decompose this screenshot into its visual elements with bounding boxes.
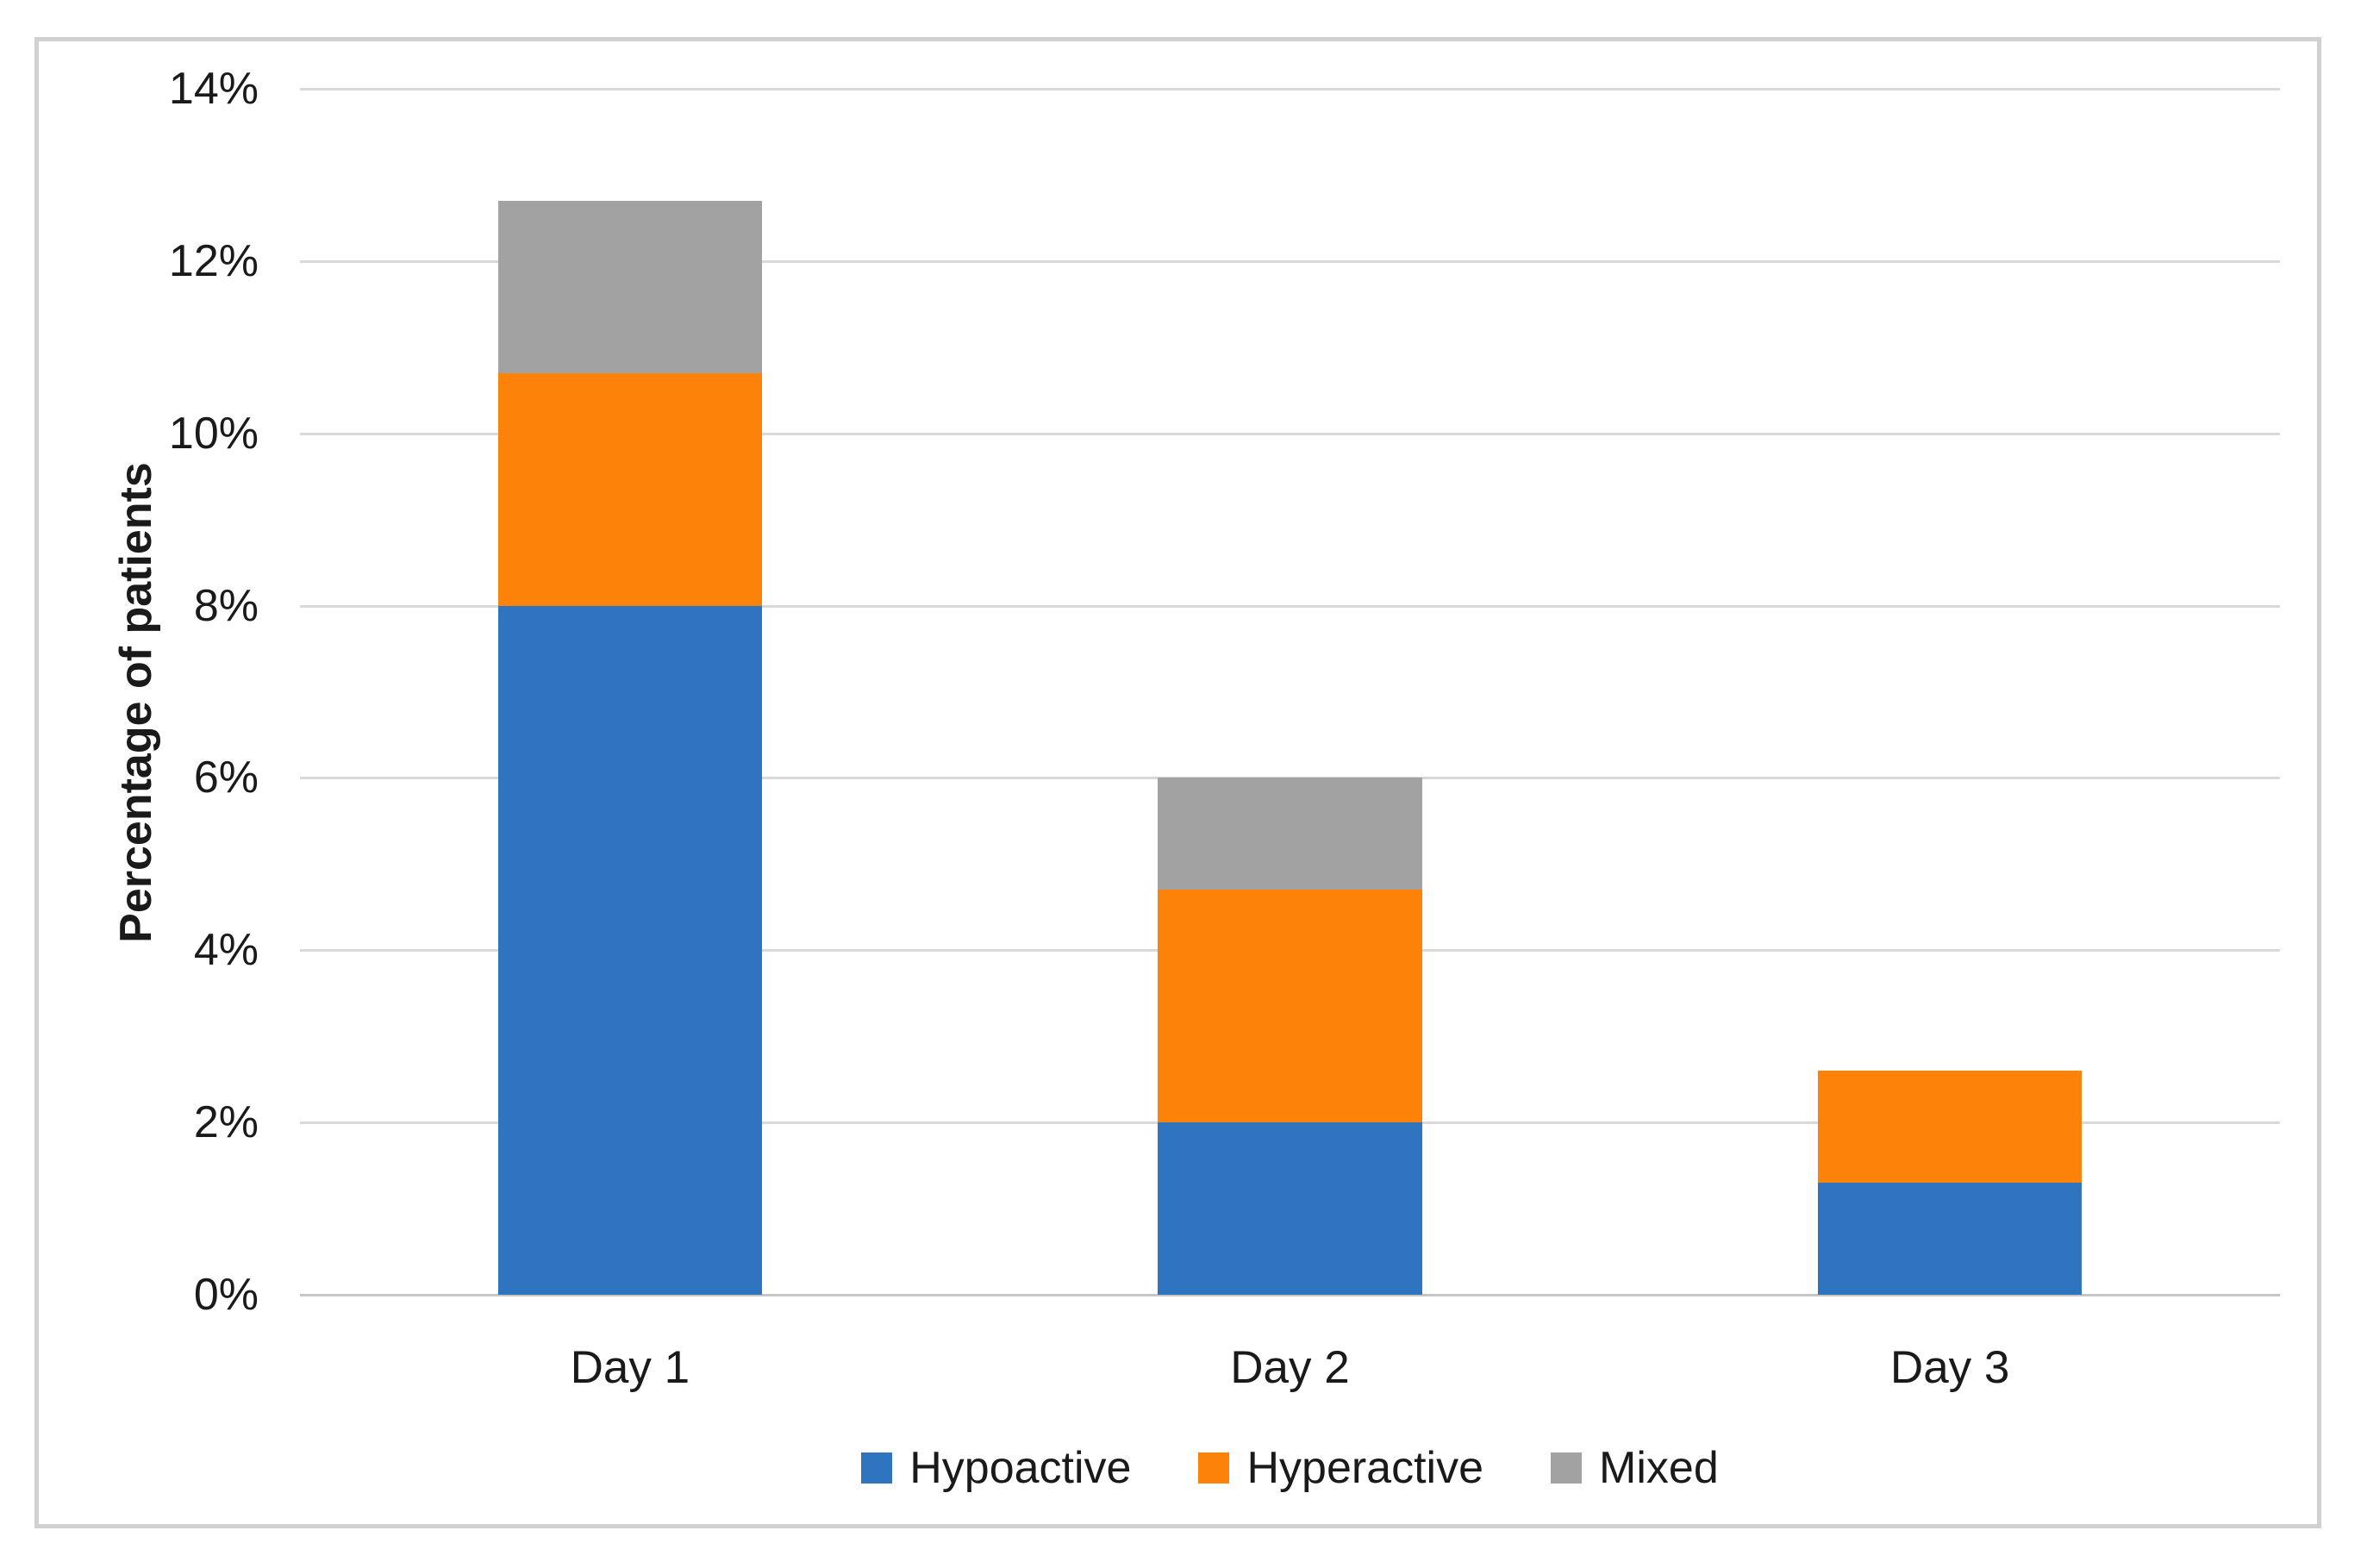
y-tick-label-2%: 2% xyxy=(193,1097,259,1148)
chart-figure: Percentage of patients 0% 2% 4% 6% 8% 10% 12% 1… xyxy=(34,37,2321,1528)
x-category-label-day-1: Day 1 xyxy=(570,1342,690,1393)
gridline-0% xyxy=(300,1294,2280,1296)
legend-label-hypoactive: Hypoactive xyxy=(909,1443,1132,1493)
y-tick-label-14%: 14% xyxy=(168,64,259,114)
y-tick-label-8%: 8% xyxy=(193,580,259,631)
legend-item-mixed: Mixed xyxy=(1551,1442,1719,1494)
bar-segment-day-3-hypoactive xyxy=(1818,1183,2083,1295)
y-tick-label-10%: 10% xyxy=(168,408,259,459)
gridline-8% xyxy=(300,604,2280,608)
legend-label-mixed: Mixed xyxy=(1599,1443,1719,1493)
legend-marker-square-hypoactive xyxy=(861,1452,893,1484)
y-tick-label-6%: 6% xyxy=(193,753,259,803)
bar-segment-day-2-hyperactive xyxy=(1158,890,1422,1123)
bar-segment-day-1-hyperactive xyxy=(497,372,762,606)
bar-segment-day-2-mixed xyxy=(1158,778,1422,890)
bar-segment-day-1-mixed xyxy=(497,200,762,373)
legend-marker-square-hyperactive xyxy=(1198,1452,1230,1484)
legend-label-hyperactive: Hyperactive xyxy=(1246,1443,1484,1493)
plot-area xyxy=(300,88,2280,1299)
bar-segment-day-1-hypoactive xyxy=(497,605,762,1295)
legend: Hypoactive Hyperactive Mixed xyxy=(300,1442,2280,1494)
bar-segment-day-3-hyperactive xyxy=(1818,1071,2083,1184)
gridline-10% xyxy=(300,432,2280,435)
legend-item-hyperactive: Hyperactive xyxy=(1198,1442,1483,1494)
gridline-12% xyxy=(300,259,2280,263)
gridline-14% xyxy=(300,88,2280,91)
legend-item-hypoactive: Hypoactive xyxy=(861,1442,1131,1494)
legend-marker-square-mixed xyxy=(1551,1452,1583,1484)
y-tick-label-12%: 12% xyxy=(168,235,259,286)
x-category-label-day-3: Day 3 xyxy=(1889,1342,2010,1393)
x-category-label-day-2: Day 2 xyxy=(1230,1342,1350,1393)
y-axis-title: Percentage of patients xyxy=(111,462,161,943)
y-tick-label-0%: 0% xyxy=(193,1270,259,1320)
y-tick-label-4%: 4% xyxy=(193,925,259,976)
bar-segment-day-2-hypoactive xyxy=(1158,1122,1422,1295)
